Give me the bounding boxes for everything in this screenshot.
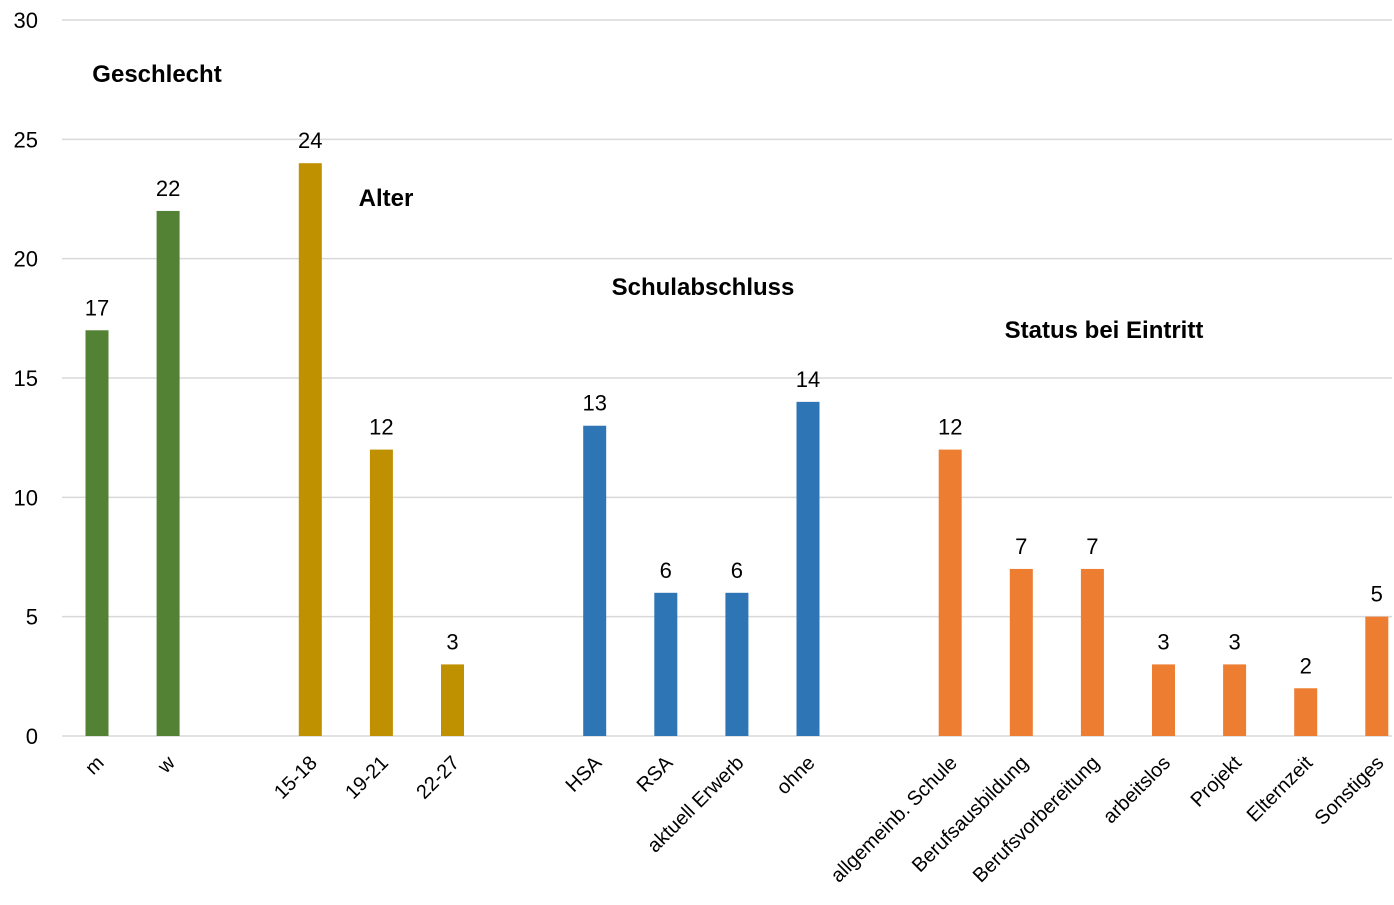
category-label: Elternzeit — [1243, 752, 1318, 827]
bars — [85, 163, 1389, 736]
data-label: 3 — [1228, 629, 1240, 654]
bar — [298, 163, 322, 736]
group-label: Status bei Eintritt — [1005, 317, 1204, 344]
bar — [1080, 568, 1104, 736]
data-label: 3 — [446, 629, 458, 654]
data-label: 17 — [85, 295, 109, 320]
bar — [85, 330, 109, 736]
category-label: allgemeinb. Schule — [827, 752, 962, 887]
bar — [441, 664, 464, 736]
bar — [1294, 688, 1318, 736]
bar — [725, 592, 749, 736]
category-label: 19-21 — [341, 752, 393, 804]
y-tick-label: 0 — [26, 724, 38, 749]
y-tick-label: 20 — [14, 247, 38, 272]
y-axis-ticks: 0 5 10 15 20 25 30 — [14, 8, 38, 749]
data-label: 13 — [582, 391, 606, 416]
bar — [156, 210, 180, 736]
data-label: 22 — [156, 176, 180, 201]
y-tick-label: 25 — [14, 127, 38, 152]
category-label: Projekt — [1187, 752, 1247, 812]
y-tick-label: 5 — [26, 605, 38, 630]
data-label: 5 — [1371, 582, 1383, 607]
category-label: Sonstiges — [1311, 752, 1389, 830]
bar — [796, 401, 820, 736]
gridlines — [62, 19, 1392, 618]
bar — [1223, 664, 1247, 736]
bar — [938, 449, 962, 736]
bar — [369, 449, 393, 736]
group-label: Geschlecht — [92, 61, 221, 88]
data-label: 12 — [369, 415, 393, 440]
data-label: 2 — [1300, 653, 1312, 678]
y-tick-label: 15 — [14, 366, 38, 391]
data-label: 6 — [660, 558, 672, 583]
data-label: 24 — [298, 128, 322, 153]
category-label: HSA — [562, 752, 607, 797]
data-label: 7 — [1015, 534, 1027, 559]
category-label: RSA — [633, 752, 678, 797]
bar — [1365, 616, 1389, 736]
y-tick-label: 10 — [14, 485, 38, 510]
category-label: Berufsvorbereitung — [969, 752, 1104, 887]
bar — [1152, 664, 1175, 736]
data-label: 14 — [796, 367, 820, 392]
category-label: w — [153, 752, 180, 779]
group-labels: Geschlecht Alter Schulabschluss Status bei … — [92, 61, 1203, 344]
y-tick-label: 30 — [14, 8, 38, 33]
data-label: 6 — [731, 558, 743, 583]
category-label: 22-27 — [412, 752, 464, 804]
data-label: 3 — [1157, 629, 1169, 654]
data-label: 12 — [938, 415, 962, 440]
bar — [1009, 568, 1033, 736]
category-label: 15-18 — [270, 752, 322, 804]
category-label: m — [81, 752, 108, 779]
group-label: Schulabschluss — [612, 274, 795, 301]
group-label: Alter — [359, 185, 414, 212]
category-label: ohne — [773, 752, 820, 799]
category-label: arbeitslos — [1099, 752, 1175, 828]
data-labels: 17 22 24 12 3 13 6 6 14 12 7 7 3 3 2 5 — [85, 128, 1383, 678]
bar — [583, 425, 607, 736]
bar — [654, 592, 678, 736]
data-label: 7 — [1086, 534, 1098, 559]
